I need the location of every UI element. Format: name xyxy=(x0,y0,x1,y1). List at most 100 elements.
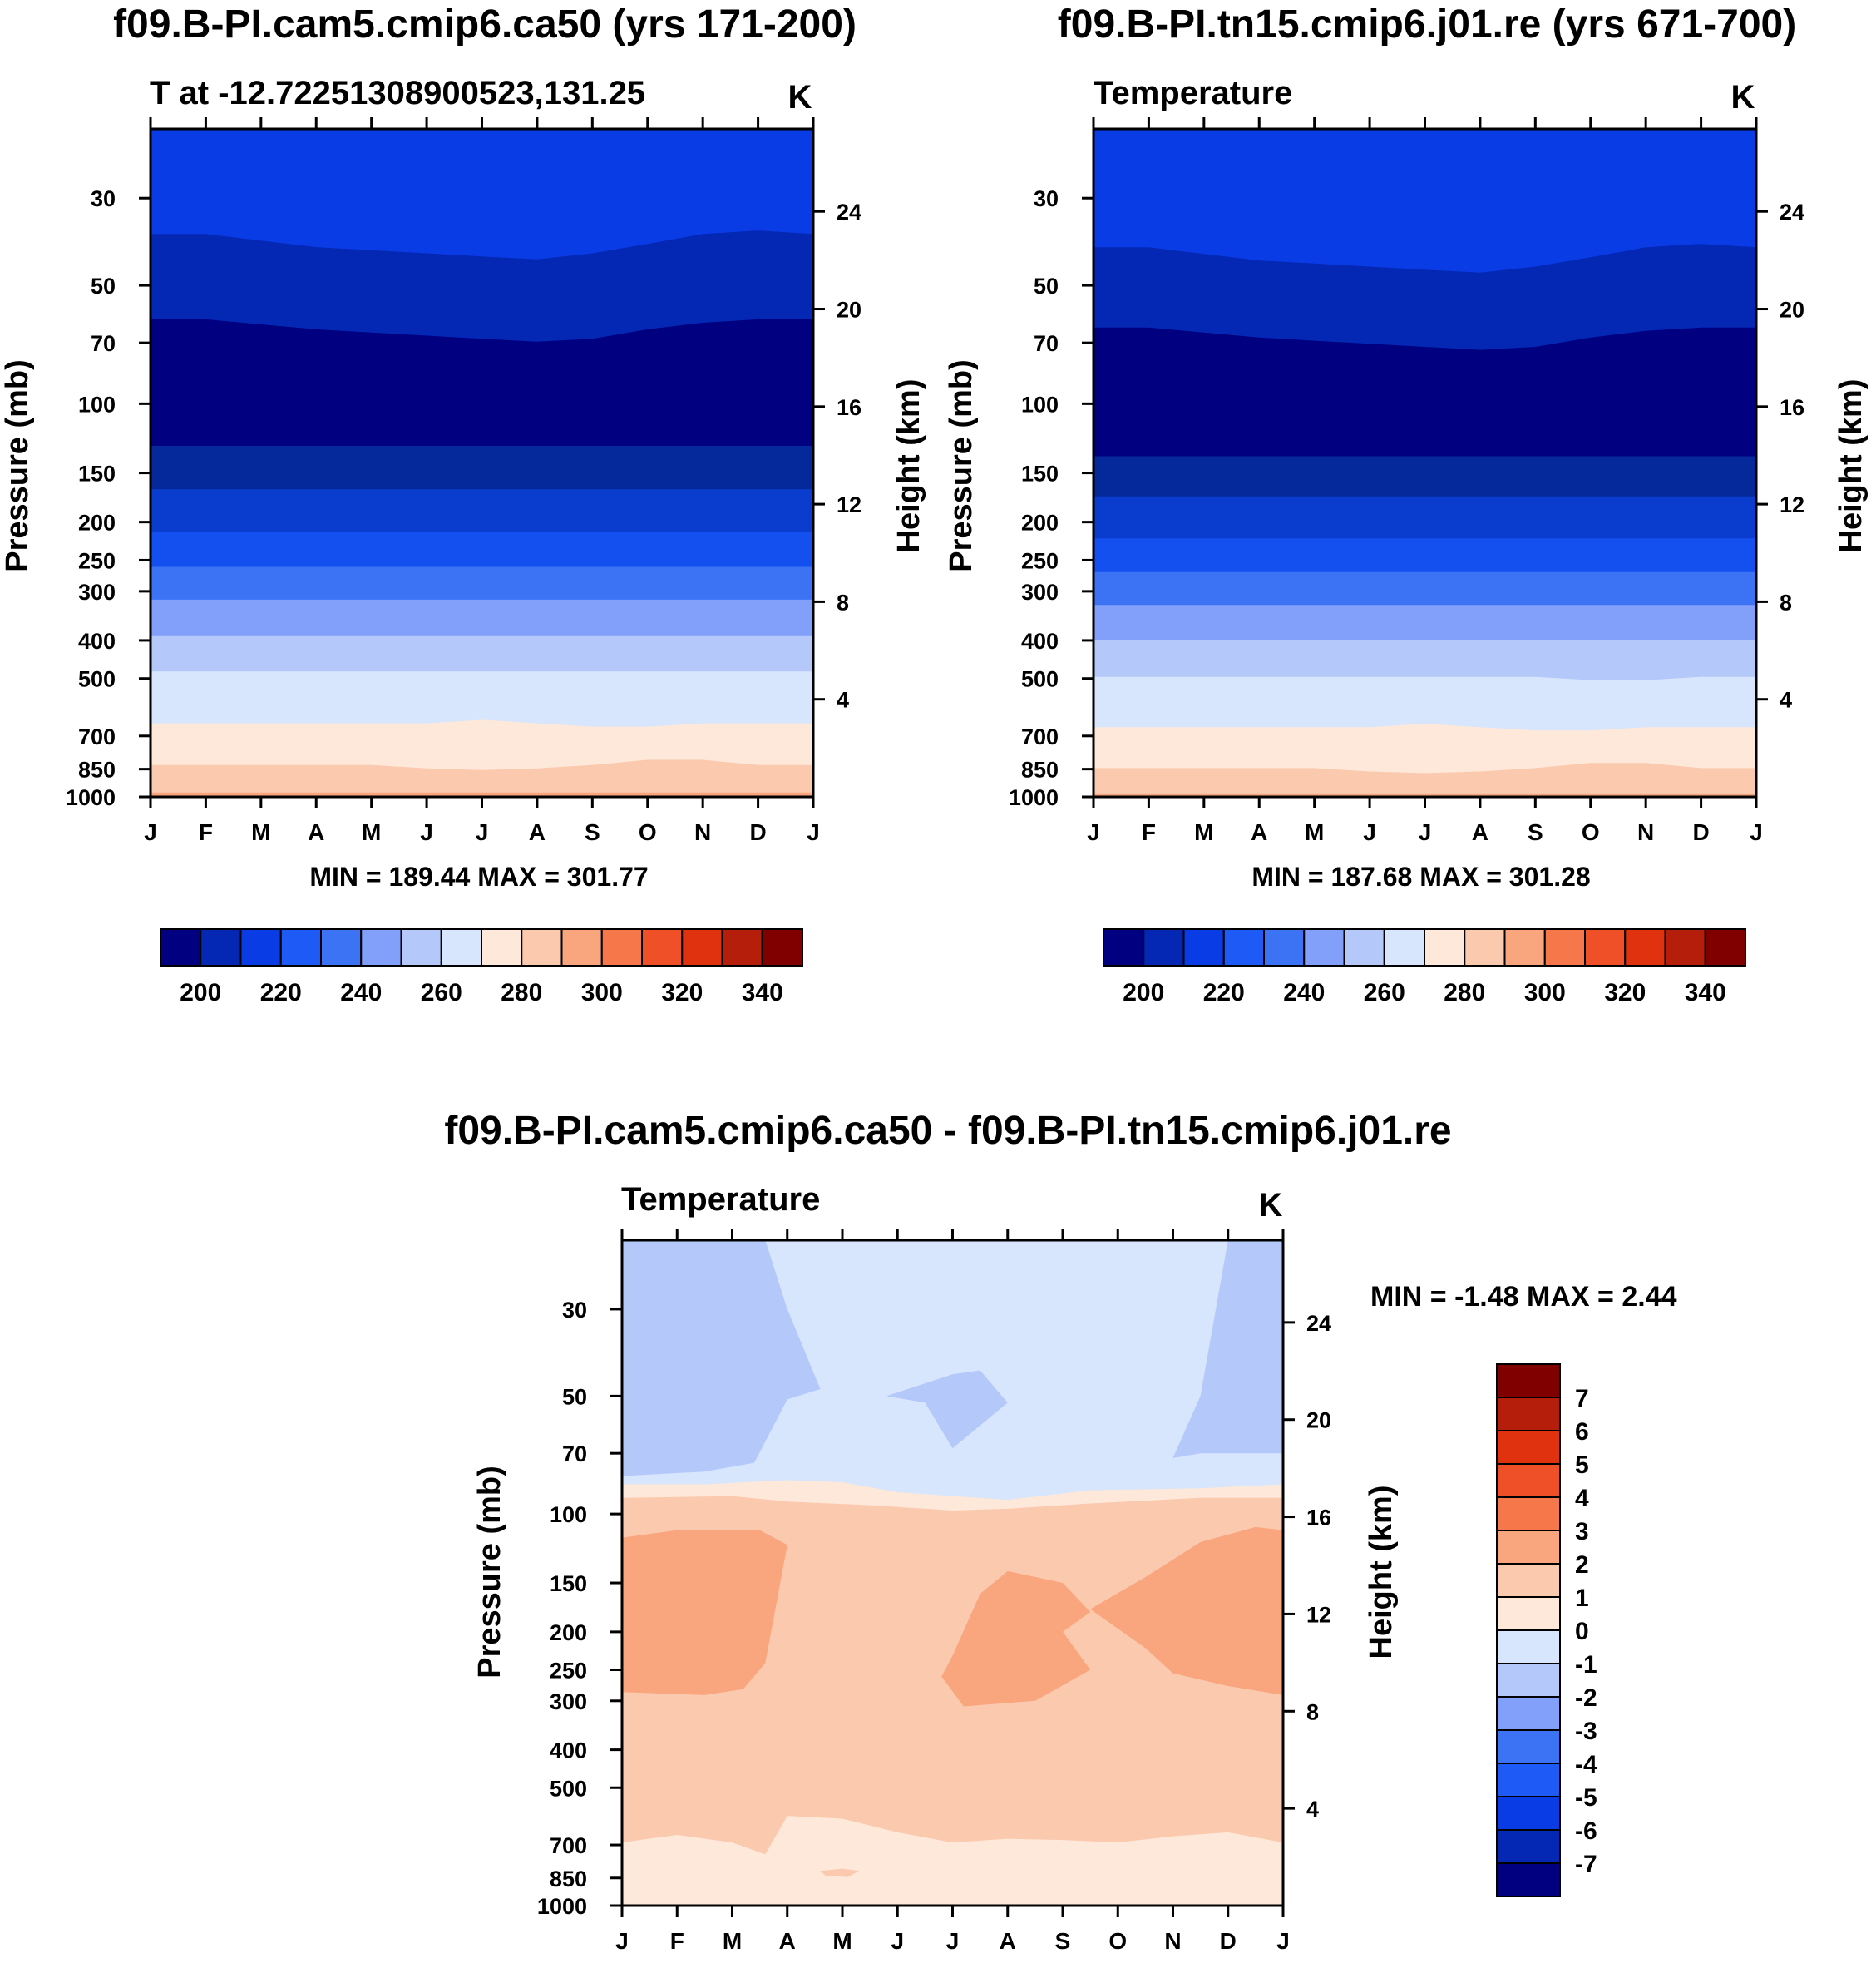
colorbar-tick-label: 220 xyxy=(1203,979,1245,1006)
colorbar-tick-label: -1 xyxy=(1575,1651,1597,1679)
y-tick-label: 200 xyxy=(78,511,116,536)
y2-tick-label: 16 xyxy=(837,395,861,420)
y-tick-label: 100 xyxy=(550,1502,587,1527)
colorbar-swatch xyxy=(1496,1397,1561,1431)
colorbar-swatch xyxy=(1496,1463,1561,1498)
panel2-title: f09.B-PI.tn15.cmip6.j01.re (yrs 671-700) xyxy=(1058,2,1796,47)
x-tick-label: J xyxy=(476,819,489,845)
y-tick-label: 500 xyxy=(78,667,116,692)
contour-region-1 xyxy=(622,1240,1283,1501)
y-tick-label: 400 xyxy=(550,1738,587,1763)
colorbar-swatch xyxy=(1103,928,1145,967)
colorbar-swatch xyxy=(320,928,363,967)
colorbar-tick-label: -3 xyxy=(1575,1718,1597,1745)
panel3-units: K xyxy=(1259,1187,1283,1224)
colorbar-swatch xyxy=(1496,1629,1561,1664)
colorbar-swatch xyxy=(1624,928,1666,967)
y-tick-label: 100 xyxy=(1021,392,1059,417)
colorbar-swatch xyxy=(1263,928,1306,967)
y-tick-label: 1000 xyxy=(66,785,116,810)
y-tick-label: 400 xyxy=(78,629,116,654)
colorbar-swatch xyxy=(1343,928,1385,967)
colorbar-tick-label: 0 xyxy=(1575,1618,1589,1645)
x-tick-label: J xyxy=(1750,819,1763,845)
x-tick-label: J xyxy=(144,819,157,845)
x-tick-label: A xyxy=(1000,1928,1016,1954)
colorbar-swatch xyxy=(440,928,482,967)
y2-tick-label: 16 xyxy=(1780,395,1804,420)
y-tick-label: 50 xyxy=(1034,274,1059,299)
y2-tick-label: 4 xyxy=(837,688,849,713)
colorbar-swatch xyxy=(1464,928,1506,967)
colorbar-swatch xyxy=(1496,1763,1561,1797)
x-tick-label: N xyxy=(1164,1928,1181,1954)
colorbar-swatch xyxy=(681,928,723,967)
y-tick-label: 150 xyxy=(550,1571,587,1596)
colorbar-tick-label: 7 xyxy=(1575,1385,1589,1412)
y-tick-label: 30 xyxy=(91,186,116,211)
colorbar-swatch xyxy=(360,928,402,967)
colorbar-tick-label: 240 xyxy=(1283,979,1325,1006)
colorbar-swatch xyxy=(160,928,202,967)
y-tick-label: 250 xyxy=(550,1659,587,1684)
colorbar-swatch xyxy=(239,928,282,967)
y-tick-label: 500 xyxy=(550,1776,587,1801)
y-tick-label: 70 xyxy=(562,1441,587,1466)
colorbar-tick-label: 2 xyxy=(1575,1551,1589,1579)
y2-tick-label: 20 xyxy=(1780,298,1804,323)
x-tick-label: J xyxy=(1419,819,1432,845)
y-tick-label: 850 xyxy=(78,758,116,783)
panel2-subtitle: Temperature xyxy=(1094,75,1292,111)
colorbar-swatch xyxy=(1143,928,1185,967)
colorbar-swatch xyxy=(1182,928,1225,967)
colorbar-swatch xyxy=(560,928,603,967)
y-tick-label: 200 xyxy=(1021,511,1059,536)
y-tick-label: 30 xyxy=(1034,186,1059,211)
x-tick-label: J xyxy=(1363,819,1376,845)
contour-region-8 xyxy=(1090,1526,1283,1695)
y-tick-label: 500 xyxy=(1021,667,1059,692)
y-tick-label: 150 xyxy=(78,462,116,487)
colorbar-tick-label: 6 xyxy=(1575,1418,1589,1446)
panel3-colorbar: 7 6 5 4 3 2 1 0 -1 -2 -3 -4 -5 -6 -7 xyxy=(1496,1363,1597,1897)
y-tick-label: 250 xyxy=(1021,548,1059,573)
x-tick-label: F xyxy=(199,819,213,845)
y-tick-label: 50 xyxy=(562,1384,587,1409)
colorbar-swatch xyxy=(1496,1363,1561,1398)
colorbar-swatch xyxy=(521,928,563,967)
panel2-units: K xyxy=(1731,79,1755,116)
x-tick-label: M xyxy=(1194,819,1213,845)
colorbar-swatch xyxy=(481,928,523,967)
y-tick-label: 300 xyxy=(78,580,116,605)
x-tick-label: O xyxy=(1582,819,1600,845)
panel2-ylabel2: Height (km) xyxy=(1834,379,1869,553)
contour-region-7 xyxy=(941,1570,1091,1707)
y2-tick-label: 12 xyxy=(1306,1602,1331,1627)
colorbar-swatch xyxy=(1496,1796,1561,1831)
x-tick-label: A xyxy=(1251,819,1267,845)
colorbar-tick-label: 260 xyxy=(421,979,462,1006)
y2-tick-label: 24 xyxy=(1780,200,1804,225)
colorbar-swatch xyxy=(1664,928,1706,967)
y-tick-label: 30 xyxy=(562,1298,587,1323)
panel3-subtitle: Temperature xyxy=(621,1181,820,1218)
y-tick-label: 1000 xyxy=(1009,785,1059,810)
y-tick-label: 100 xyxy=(78,392,116,417)
colorbar-tick-label: 340 xyxy=(742,979,783,1006)
colorbar-tick-label: -5 xyxy=(1575,1784,1597,1812)
y-tick-label: 70 xyxy=(91,331,116,356)
colorbar-tick-label: 3 xyxy=(1575,1518,1589,1545)
colorbar-swatch xyxy=(1424,928,1466,967)
y-tick-label: 150 xyxy=(1021,462,1059,487)
contour-region-3 xyxy=(622,1240,821,1476)
x-tick-label: M xyxy=(251,819,270,845)
colorbar-swatch xyxy=(400,928,442,967)
colorbar-tick-label: -2 xyxy=(1575,1684,1597,1712)
colorbar-swatch xyxy=(1496,1829,1561,1864)
panel1-ylabel2: Height (km) xyxy=(891,379,926,553)
colorbar-tick-label: 300 xyxy=(581,979,623,1006)
panel1-subtitle: T at -12.72251308900523,131.25 xyxy=(150,75,645,111)
x-tick-label: F xyxy=(1142,819,1156,845)
x-tick-label: M xyxy=(362,819,381,845)
